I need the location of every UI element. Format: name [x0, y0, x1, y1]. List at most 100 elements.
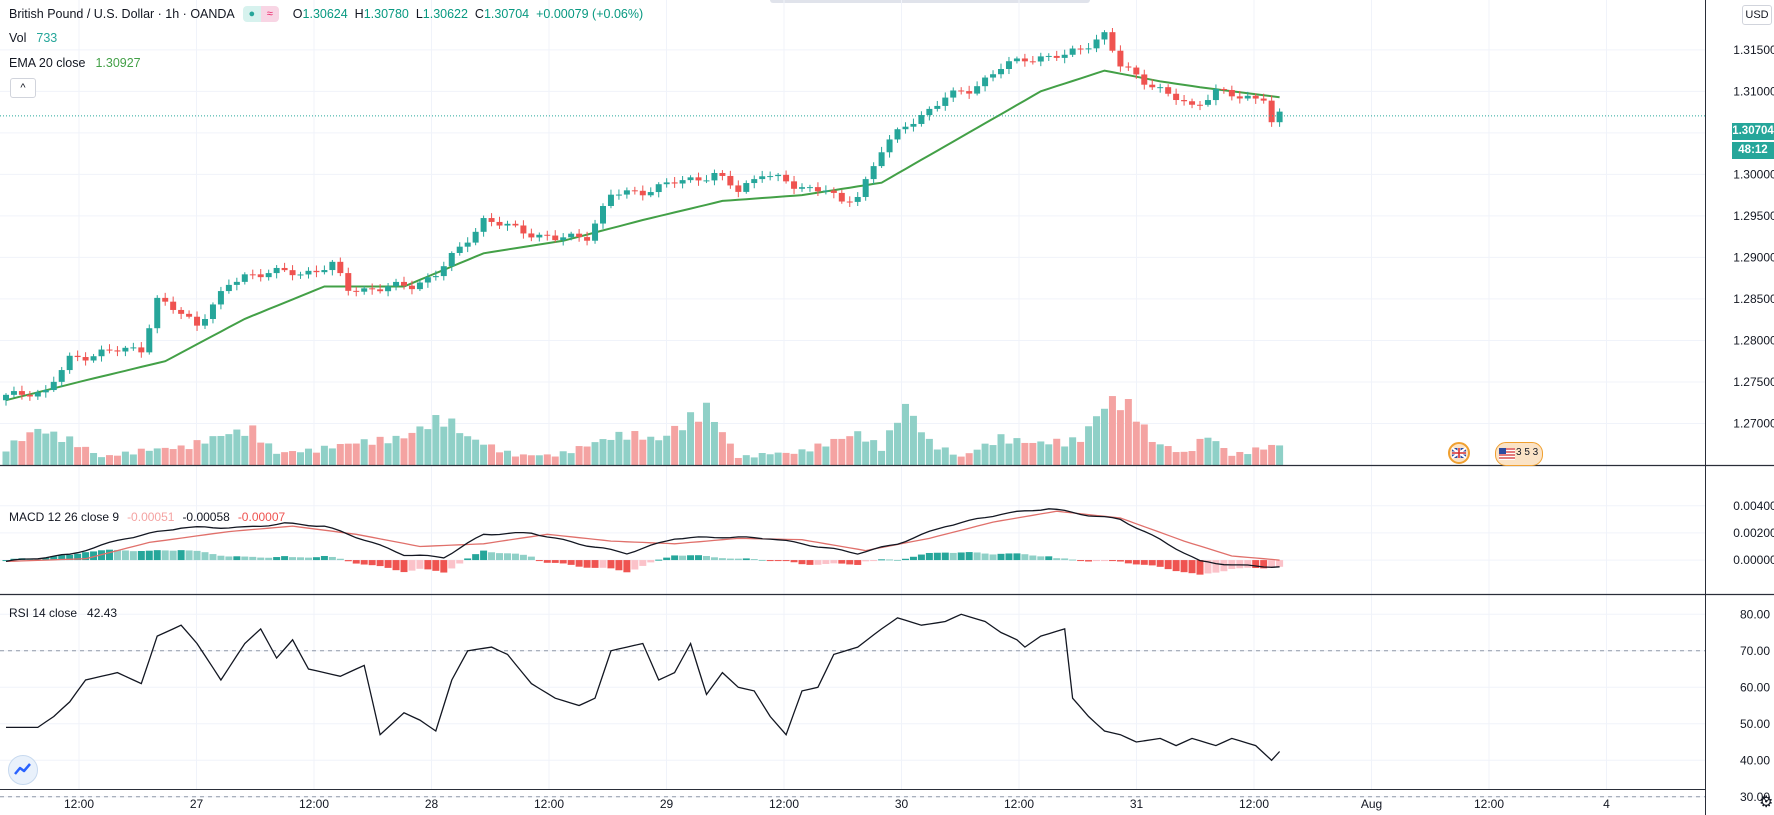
volume-bar: [607, 439, 615, 465]
us-events-badge[interactable]: 3 5 3: [1495, 442, 1543, 466]
macd-legend[interactable]: MACD 12 26 close 9 -0.00051 -0.00058 -0.…: [9, 510, 286, 524]
volume-bar: [511, 456, 519, 465]
volume-legend[interactable]: Vol 733: [9, 31, 58, 45]
candle-body: [655, 184, 662, 193]
candle-body: [82, 357, 89, 361]
volume-bar: [1140, 424, 1148, 465]
macd-hist-bar: [1093, 560, 1101, 562]
volume-bar: [249, 425, 257, 465]
macd-hist-bar: [328, 556, 336, 561]
candle-body: [424, 277, 431, 283]
candle-body: [759, 176, 766, 180]
volume-bar: [1093, 416, 1101, 465]
volume-bar: [1268, 444, 1276, 465]
volume-bar: [344, 443, 352, 465]
symbol-legend[interactable]: British Pound / U.S. Dollar · 1h · OANDA…: [9, 6, 643, 22]
volume-bar: [440, 426, 448, 465]
volume-bar: [901, 403, 909, 465]
macd-hist-bar: [352, 560, 360, 564]
tradingview-logo[interactable]: [8, 755, 38, 785]
volume-bar: [1045, 444, 1053, 465]
macd-hist-bar: [973, 552, 981, 561]
volume-bar: [488, 444, 496, 465]
candle-body: [1197, 104, 1203, 106]
volume-bar: [973, 449, 981, 465]
macd-hist-bar: [376, 560, 384, 567]
candle-body: [74, 355, 81, 358]
candle-body: [1013, 58, 1020, 62]
candle-body: [1244, 95, 1251, 99]
volume-bar: [965, 453, 973, 465]
price-tick-label: 1.29500: [1733, 209, 1774, 223]
macd-hist-bar: [432, 560, 440, 571]
macd-hist-bar: [981, 553, 989, 561]
candle-body: [687, 177, 694, 181]
volume-bar: [265, 443, 273, 465]
candle-body: [217, 291, 224, 305]
symbol-title[interactable]: British Pound / U.S. Dollar · 1h · OANDA: [9, 7, 235, 21]
volume-bar: [1244, 454, 1252, 465]
candle-body: [1133, 67, 1140, 75]
currency-button[interactable]: USD: [1742, 5, 1772, 25]
candle-body: [225, 284, 232, 292]
macd-hist-bar: [1100, 560, 1108, 562]
volume-bar: [400, 438, 408, 465]
rsi-tick-label: 70.00: [1740, 644, 1770, 658]
candle-body: [1276, 111, 1283, 123]
macd-hist-bar: [424, 560, 432, 570]
volume-bar: [464, 436, 472, 465]
macd-hist-bar: [838, 560, 846, 564]
candle-body: [1236, 96, 1243, 99]
market-status-pill[interactable]: ● ≈: [242, 6, 279, 22]
candle-body: [544, 234, 551, 236]
volume-bar: [416, 426, 424, 465]
volume-bar: [718, 432, 726, 465]
candle-body: [767, 176, 774, 178]
candle-body: [138, 347, 145, 353]
uk-flag-event-icon[interactable]: [1447, 441, 1471, 465]
macd-hist-bar: [1164, 560, 1172, 570]
candle-body: [313, 270, 320, 273]
candle-body: [488, 218, 495, 222]
candle-body: [1252, 95, 1259, 99]
collapse-legend-button[interactable]: ^: [10, 78, 36, 98]
volume-bar: [527, 455, 535, 465]
candle-body: [249, 274, 256, 276]
macd-hist-bar: [145, 550, 153, 561]
candle-body: [42, 390, 49, 393]
candle-body: [1005, 61, 1012, 69]
candle-body: [504, 223, 511, 226]
macd-hist-bar: [806, 560, 814, 565]
ema-legend[interactable]: EMA 20 close 1.30927: [9, 56, 141, 70]
volume-bar: [50, 431, 58, 465]
candle-body: [639, 190, 646, 196]
volume-bar: [1228, 455, 1236, 465]
macd-hist-bar: [496, 553, 504, 561]
volume-bar: [806, 451, 814, 465]
candle-body: [321, 270, 328, 273]
volume-bar: [599, 439, 607, 465]
volume-bar: [1276, 445, 1284, 465]
volume-bar: [424, 429, 432, 465]
candle-body: [186, 313, 193, 317]
time-tick-label: 12:00: [1239, 797, 1269, 811]
volume-bar: [870, 440, 878, 465]
macd-hist-bar: [1172, 560, 1180, 572]
volume-bar: [997, 434, 1005, 465]
macd-hist-bar: [153, 550, 161, 561]
rsi-legend[interactable]: RSI 14 close 42.43: [9, 606, 118, 620]
rsi-tick-label: 80.00: [1740, 607, 1770, 621]
macd-tick-label: 0.00000: [1733, 553, 1774, 567]
candle-body: [202, 318, 208, 326]
candle-body: [846, 201, 853, 203]
volume-bar: [161, 447, 169, 465]
settings-gear-icon[interactable]: ⚙: [1759, 794, 1774, 811]
macd-hist-bar: [1108, 560, 1116, 562]
macd-hist-bar: [909, 556, 917, 561]
volume-bar: [376, 436, 384, 465]
volume-bar: [1196, 438, 1204, 465]
macd-hist-bar: [129, 551, 137, 561]
candle-body: [1069, 48, 1076, 55]
volume-bar: [989, 445, 997, 465]
